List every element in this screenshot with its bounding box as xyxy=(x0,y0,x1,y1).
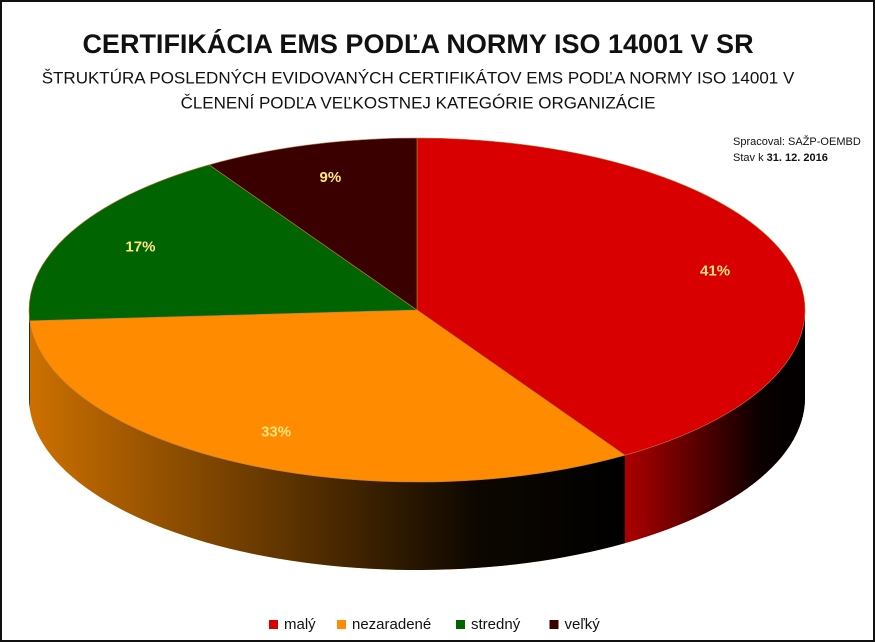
pie-side-shade xyxy=(29,310,30,409)
source-date: 31. 12. 2016 xyxy=(767,152,828,164)
pie-side-shade xyxy=(624,310,805,544)
chart-subtitle: ŠTRUKTÚRA POSLEDNÝCH EVIDOVANÝCH CERTIFI… xyxy=(42,68,795,87)
legend-swatch xyxy=(337,620,346,629)
pie-slice xyxy=(416,137,806,456)
legend-swatch xyxy=(269,620,278,629)
chart-subtitle: ČLENENÍ PODĽA VEĽKOSTNEJ KATEGÓRIE ORGAN… xyxy=(181,93,656,112)
pie-slice xyxy=(28,164,418,322)
legend-label: veľký xyxy=(565,616,601,633)
data-label: 33% xyxy=(261,424,291,441)
legend-swatch xyxy=(549,620,559,629)
pie-side-shade xyxy=(29,320,625,570)
chart-title: CERTIFIKÁCIA EMS PODĽA NORMY ISO 14001 V… xyxy=(82,28,753,59)
legend-label: nezaradené xyxy=(352,616,431,633)
data-label: 9% xyxy=(320,169,342,186)
pie-slice xyxy=(208,137,418,311)
legend-label: stredný xyxy=(471,616,521,633)
data-label: 41% xyxy=(700,263,730,280)
source-note: Spracoval: SAŽP-OEMBD xyxy=(733,135,861,148)
pie-slice xyxy=(29,309,626,483)
legend-label: malý xyxy=(284,616,316,633)
source-date-label: Stav k xyxy=(733,152,764,164)
legend-swatch xyxy=(456,620,465,629)
source-note: Stav k 31. 12. 2016 xyxy=(733,152,828,164)
data-label: 17% xyxy=(125,238,155,255)
